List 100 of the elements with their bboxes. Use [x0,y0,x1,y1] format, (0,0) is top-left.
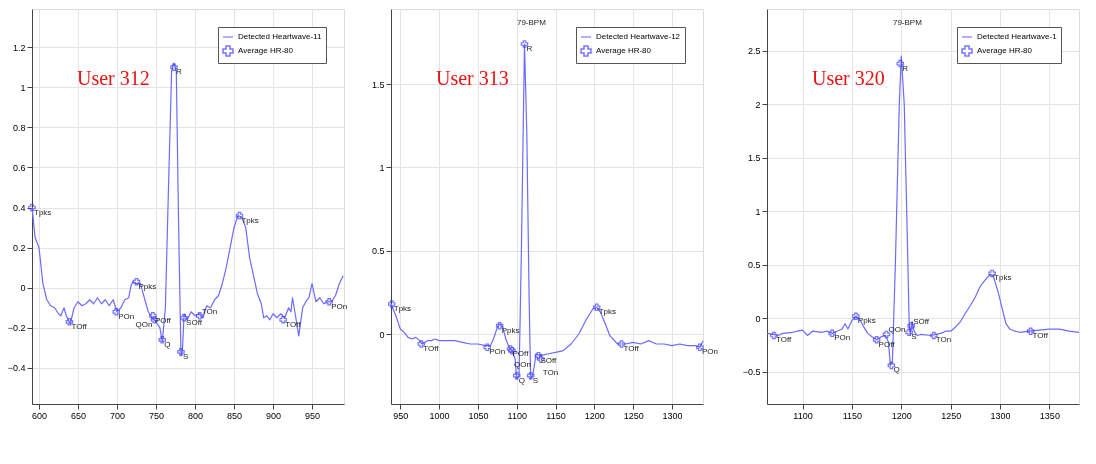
x-tick-label: 1050 [468,410,489,421]
x-tick-label: 1200 [891,410,912,421]
point [852,312,860,320]
data-label: POff [878,339,896,349]
y-tick-label: 1 [20,82,26,93]
data-label: SOff [913,316,930,326]
x-tick-label: 600 [32,410,48,421]
point [1026,327,1035,335]
data-label: Ppks [857,316,876,326]
point [149,312,157,320]
data-label: Q [518,375,525,385]
annotation: User 320 [812,67,885,89]
data-label: Tpks [393,304,412,313]
y-tick-label: 1 [379,162,385,173]
x-tick-label: 1100 [793,410,813,421]
x-tick-label: 1300 [990,410,1011,421]
data-label: POn [834,333,851,343]
data-label: Tpks [598,307,617,317]
data-label: POn [118,311,135,321]
data-label: Q [893,365,900,375]
legend-label: Average HR-80 [596,46,652,55]
point [112,308,120,316]
annotation: User 313 [436,67,509,89]
data-label: Ppks [501,325,520,335]
point [158,336,167,344]
x-tick-label: 950 [305,410,321,421]
point [887,361,896,370]
x-tick-label: 950 [393,410,409,421]
data-label: S [182,351,189,361]
legend-label: Detected Heartwave-12 [596,32,681,41]
annotation: 79-BPM [516,18,547,27]
y-tick-label: −0.5 [742,367,761,378]
annotation: 79-BPM [892,18,923,27]
data-label: SOff [540,355,558,365]
point [180,314,188,322]
point [388,300,396,308]
x-tick-label: 1200 [584,410,605,421]
data-label: TOff [285,319,302,329]
point [534,351,543,360]
point [828,329,836,338]
y-tick-label: 0.8 [12,122,26,133]
point [617,340,626,348]
legend-label: Average HR-80 [238,46,294,55]
point [279,316,287,324]
point [417,340,426,348]
y-tick-label: 0.5 [747,260,761,271]
x-tick-label: 1150 [842,410,863,421]
legend-label: Detected Heartwave-11 [238,32,322,41]
y-tick-label: 0 [755,313,761,324]
point [988,269,996,278]
point [132,277,141,286]
data-label: Tpks [241,215,259,225]
x-tick-label: 900 [266,410,282,421]
data-label: S [532,375,539,385]
point [872,336,881,344]
point [770,331,778,340]
point [930,331,938,340]
y-tick-label: 0.4 [12,203,26,213]
x-tick-label: 1350 [1039,410,1060,421]
point [483,343,491,352]
x-tick-label: 1300 [662,410,683,421]
data-label: R [175,67,182,77]
data-label: TOn [935,335,952,345]
data-label: Tpks [34,207,52,217]
point [526,371,535,380]
data-label: SOff [186,317,203,327]
data-label: R [526,44,533,53]
data-label: Ppks [138,281,157,291]
x-tick-label: 700 [110,410,126,421]
point [235,211,244,220]
y-tick-label: 0 [379,329,385,340]
y-tick-label: 0.5 [371,246,385,257]
point [882,330,891,339]
data-label: TOff [423,344,440,353]
data-label: Tpks [994,273,1012,283]
x-tick-label: 1100 [507,410,527,421]
data-label: Q [164,339,171,349]
data-label: TOff [775,335,792,345]
data-label: TOn [201,306,218,316]
y-tick-label: 0.2 [12,243,26,254]
legend-label: Average HR-80 [977,46,1033,55]
y-tick-label: 2.5 [747,46,761,57]
y-tick-label: 0.6 [12,162,26,173]
x-tick-label: 1000 [429,410,450,421]
point [520,40,529,48]
y-tick-label: −0.2 [7,323,26,334]
point [905,328,913,337]
x-tick-label: 1250 [941,410,962,421]
y-tick-label: 0 [20,283,26,294]
point [907,322,915,330]
point [512,371,521,380]
point [592,303,601,312]
x-tick-label: 1150 [546,410,566,421]
y-tick-label: 1.2 [12,42,26,53]
data-label: POn [331,301,348,311]
point [896,59,905,68]
point [65,318,74,326]
point [28,203,36,212]
point [696,343,704,352]
y-tick-label: 1.5 [371,79,385,90]
